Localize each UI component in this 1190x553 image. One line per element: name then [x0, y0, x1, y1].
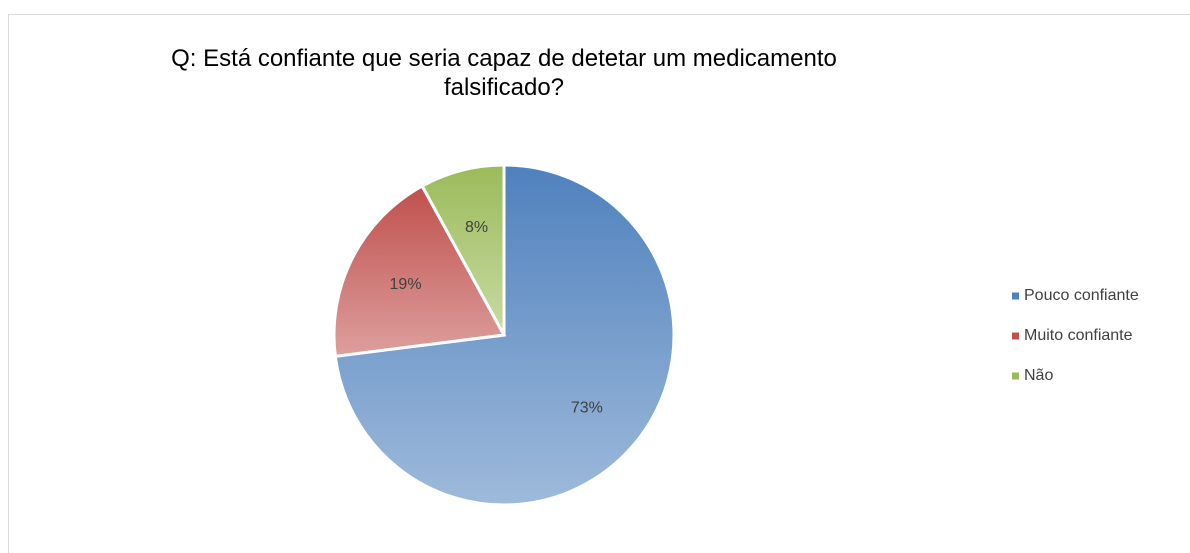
legend-swatch: [1012, 332, 1019, 340]
legend-swatch: [1012, 292, 1019, 300]
legend-label: Não: [1024, 367, 1053, 384]
legend-label: Muito confiante: [1024, 327, 1133, 344]
data-label: 8%: [465, 219, 488, 236]
pie-slice: [332, 183, 507, 358]
data-label: 19%: [390, 276, 422, 293]
data-label: 73%: [571, 399, 603, 416]
chart-border: [8, 14, 1190, 553]
legend-swatch: [1012, 372, 1019, 380]
chart-title: Q: Está confiante que seria capaz de det…: [171, 45, 837, 101]
legend-label: Pouco confiante: [1024, 287, 1139, 304]
pie-slice: [420, 163, 506, 336]
